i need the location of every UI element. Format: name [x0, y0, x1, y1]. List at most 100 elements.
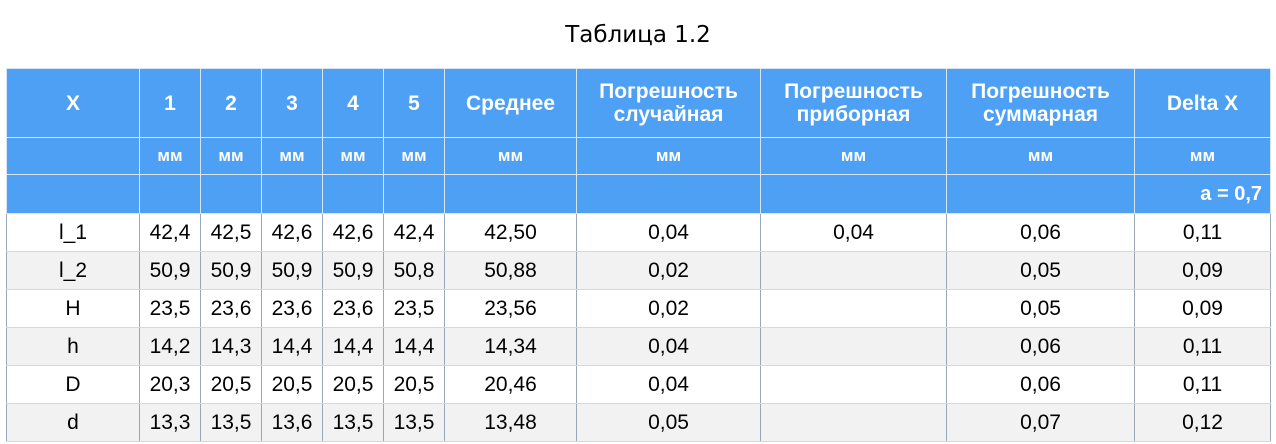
empty-header-cell — [576, 174, 761, 214]
cell-random-error[interactable]: 0,05 — [576, 403, 761, 442]
unit-cell: мм — [760, 137, 947, 175]
cell-mean[interactable]: 13,48 — [444, 403, 577, 442]
cell-v2[interactable]: 20,5 — [200, 365, 262, 404]
cell-v4[interactable]: 42,6 — [322, 213, 384, 252]
empty-header-cell — [200, 174, 262, 214]
cell-x[interactable]: h — [6, 327, 140, 366]
cell-v4[interactable]: 14,4 — [322, 327, 384, 366]
table-row: D 20,3 20,5 20,5 20,5 20,5 20,46 0,04 0,06 0,11 — [6, 365, 1271, 404]
col-header-5[interactable]: 5 — [383, 68, 445, 138]
cell-v2[interactable]: 13,5 — [200, 403, 262, 442]
cell-v2[interactable]: 50,9 — [200, 251, 262, 290]
col-header-delta-x[interactable]: Delta X — [1134, 68, 1271, 138]
col-header-3[interactable]: 3 — [261, 68, 323, 138]
cell-instrument-error[interactable] — [760, 365, 947, 404]
cell-total-error[interactable]: 0,06 — [946, 327, 1135, 366]
cell-x[interactable]: d — [6, 403, 140, 442]
table-row: h 14,2 14,3 14,4 14,4 14,4 14,34 0,04 0,06 0,11 — [6, 327, 1271, 366]
cell-delta-x[interactable]: 0,11 — [1134, 327, 1271, 366]
table-row: l_1 42,4 42,5 42,6 42,6 42,4 42,50 0,04 0,04 0,06… — [6, 213, 1271, 252]
col-header-x[interactable]: X — [6, 68, 140, 138]
cell-v1[interactable]: 14,2 — [139, 327, 201, 366]
cell-v2[interactable]: 14,3 — [200, 327, 262, 366]
cell-delta-x[interactable]: 0,09 — [1134, 289, 1271, 328]
cell-random-error[interactable]: 0,04 — [576, 213, 761, 252]
empty-header-cell — [383, 174, 445, 214]
header-row-titles: X 1 2 3 4 5 Среднее Погрешность случайна… — [6, 68, 1271, 138]
cell-instrument-error[interactable] — [760, 403, 947, 442]
cell-random-error[interactable]: 0,02 — [576, 251, 761, 290]
cell-total-error[interactable]: 0,05 — [946, 289, 1135, 328]
cell-v1[interactable]: 20,3 — [139, 365, 201, 404]
col-header-random-error[interactable]: Погрешность случайная — [576, 68, 761, 138]
cell-v5[interactable]: 23,5 — [383, 289, 445, 328]
cell-mean[interactable]: 14,34 — [444, 327, 577, 366]
unit-cell: мм — [444, 137, 577, 175]
cell-v3[interactable]: 50,9 — [261, 251, 323, 290]
cell-v3[interactable]: 13,6 — [261, 403, 323, 442]
unit-cell: мм — [200, 137, 262, 175]
cell-mean[interactable]: 23,56 — [444, 289, 577, 328]
col-header-2[interactable]: 2 — [200, 68, 262, 138]
alpha-note: a = 0,7 — [1134, 174, 1271, 214]
cell-total-error[interactable]: 0,07 — [946, 403, 1135, 442]
cell-v1[interactable]: 13,3 — [139, 403, 201, 442]
cell-x[interactable]: H — [6, 289, 140, 328]
unit-cell — [6, 137, 140, 175]
cell-instrument-error[interactable] — [760, 327, 947, 366]
cell-v4[interactable]: 23,6 — [322, 289, 384, 328]
table-row: H 23,5 23,6 23,6 23,6 23,5 23,56 0,02 0,05 0,09 — [6, 289, 1271, 328]
col-header-total-error[interactable]: Погрешность суммарная — [946, 68, 1135, 138]
cell-mean[interactable]: 42,50 — [444, 213, 577, 252]
cell-delta-x[interactable]: 0,12 — [1134, 403, 1271, 442]
cell-v3[interactable]: 20,5 — [261, 365, 323, 404]
table-row: l_2 50,9 50,9 50,9 50,9 50,8 50,88 0,02 0,05 0,09 — [6, 251, 1271, 290]
empty-header-cell — [322, 174, 384, 214]
cell-delta-x[interactable]: 0,09 — [1134, 251, 1271, 290]
cell-random-error[interactable]: 0,04 — [576, 327, 761, 366]
cell-v5[interactable]: 42,4 — [383, 213, 445, 252]
unit-cell: мм — [383, 137, 445, 175]
col-header-4[interactable]: 4 — [322, 68, 384, 138]
cell-v4[interactable]: 20,5 — [322, 365, 384, 404]
cell-mean[interactable]: 20,46 — [444, 365, 577, 404]
cell-v5[interactable]: 50,8 — [383, 251, 445, 290]
cell-total-error[interactable]: 0,06 — [946, 365, 1135, 404]
empty-header-cell — [444, 174, 577, 214]
cell-x[interactable]: l_1 — [6, 213, 140, 252]
cell-total-error[interactable]: 0,05 — [946, 251, 1135, 290]
empty-header-cell — [139, 174, 201, 214]
col-header-mean[interactable]: Среднее — [444, 68, 577, 138]
cell-instrument-error[interactable] — [760, 289, 947, 328]
cell-v3[interactable]: 14,4 — [261, 327, 323, 366]
cell-v1[interactable]: 23,5 — [139, 289, 201, 328]
cell-v5[interactable]: 13,5 — [383, 403, 445, 442]
cell-instrument-error[interactable] — [760, 251, 947, 290]
cell-x[interactable]: D — [6, 365, 140, 404]
cell-random-error[interactable]: 0,04 — [576, 365, 761, 404]
cell-delta-x[interactable]: 0,11 — [1134, 365, 1271, 404]
cell-v1[interactable]: 42,4 — [139, 213, 201, 252]
cell-v4[interactable]: 50,9 — [322, 251, 384, 290]
table-body: l_1 42,4 42,5 42,6 42,6 42,4 42,50 0,04 0,04 0,06… — [6, 213, 1271, 442]
header-row-units: мм мм мм мм мм мм мм мм мм мм — [6, 137, 1271, 175]
cell-v1[interactable]: 50,9 — [139, 251, 201, 290]
cell-v3[interactable]: 23,6 — [261, 289, 323, 328]
empty-header-cell — [261, 174, 323, 214]
cell-v5[interactable]: 20,5 — [383, 365, 445, 404]
cell-delta-x[interactable]: 0,11 — [1134, 213, 1271, 252]
cell-v3[interactable]: 42,6 — [261, 213, 323, 252]
cell-v4[interactable]: 13,5 — [322, 403, 384, 442]
cell-x[interactable]: l_2 — [6, 251, 140, 290]
col-header-instrument-error[interactable]: Погрешность приборная — [760, 68, 947, 138]
cell-instrument-error[interactable]: 0,04 — [760, 213, 947, 252]
unit-cell: мм — [322, 137, 384, 175]
cell-v5[interactable]: 14,4 — [383, 327, 445, 366]
cell-random-error[interactable]: 0,02 — [576, 289, 761, 328]
cell-total-error[interactable]: 0,06 — [946, 213, 1135, 252]
cell-mean[interactable]: 50,88 — [444, 251, 577, 290]
col-header-1[interactable]: 1 — [139, 68, 201, 138]
empty-header-cell — [946, 174, 1135, 214]
cell-v2[interactable]: 42,5 — [200, 213, 262, 252]
cell-v2[interactable]: 23,6 — [200, 289, 262, 328]
